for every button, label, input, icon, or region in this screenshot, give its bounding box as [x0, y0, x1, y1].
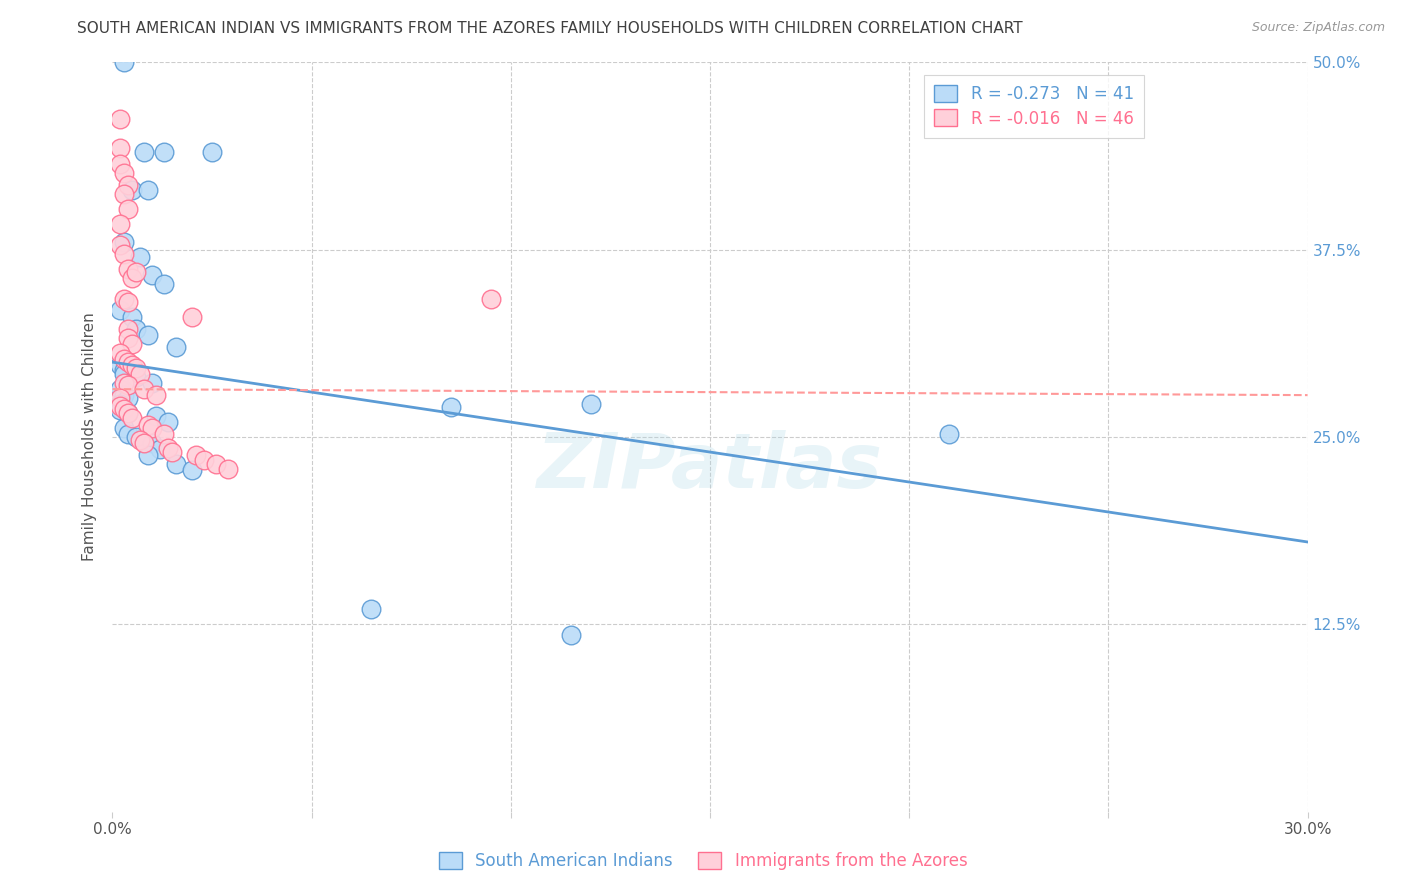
Point [141, 436, 163, 450]
Point [181, 463, 204, 477]
Point [141, 376, 163, 391]
Point [114, 187, 135, 202]
Point [117, 406, 139, 420]
Point [560, 628, 582, 642]
Point [114, 247, 135, 261]
Point [110, 403, 132, 417]
Point [579, 397, 602, 411]
Point [114, 388, 135, 402]
Point [165, 340, 187, 354]
Legend: R = -0.273   N = 41, R = -0.016   N = 46: R = -0.273 N = 41, R = -0.016 N = 46 [924, 75, 1144, 137]
Point [134, 382, 156, 396]
Point [117, 322, 139, 336]
Text: ZIPatlas: ZIPatlas [537, 430, 883, 504]
Point [141, 421, 163, 435]
Y-axis label: Family Households with Children: Family Households with Children [82, 313, 97, 561]
Point [134, 436, 156, 450]
Legend: South American Indians, Immigrants from the Azores: South American Indians, Immigrants from … [432, 845, 974, 877]
Text: Source: ZipAtlas.com: Source: ZipAtlas.com [1251, 21, 1385, 34]
Point [110, 346, 132, 360]
Point [117, 202, 139, 217]
Point [129, 433, 152, 447]
Point [121, 410, 143, 425]
Point [129, 367, 152, 381]
Point [121, 337, 143, 351]
Point [110, 399, 132, 413]
Point [165, 457, 187, 471]
Point [114, 166, 135, 180]
Point [149, 442, 172, 456]
Point [440, 400, 463, 414]
Point [114, 362, 135, 376]
Point [121, 358, 143, 372]
Point [114, 367, 135, 381]
Point [117, 377, 139, 392]
Point [186, 448, 208, 462]
Point [110, 217, 132, 231]
Point [129, 250, 152, 264]
Point [153, 427, 176, 442]
Point [110, 141, 132, 155]
Point [110, 238, 132, 252]
Point [138, 448, 160, 462]
Point [121, 183, 143, 197]
Point [114, 421, 135, 435]
Point [145, 409, 167, 423]
Point [114, 292, 135, 306]
Point [117, 427, 139, 442]
Point [141, 268, 163, 283]
Point [125, 265, 148, 279]
Point [153, 145, 176, 160]
Point [117, 178, 139, 193]
Point [117, 262, 139, 277]
Point [110, 382, 132, 396]
Point [138, 183, 160, 197]
Point [114, 352, 135, 367]
Point [125, 430, 148, 444]
Point [479, 292, 502, 306]
Point [125, 361, 148, 376]
Point [193, 452, 215, 467]
Point [114, 376, 135, 391]
Point [114, 235, 135, 250]
Point [134, 145, 156, 160]
Point [153, 277, 176, 292]
Point [138, 328, 160, 343]
Point [117, 391, 139, 405]
Point [110, 358, 132, 372]
Point [125, 322, 148, 336]
Point [117, 406, 139, 420]
Point [110, 397, 132, 411]
Point [360, 602, 382, 616]
Point [114, 401, 135, 416]
Point [121, 310, 143, 325]
Point [125, 370, 148, 384]
Point [110, 391, 132, 405]
Point [217, 461, 239, 475]
Point [145, 388, 167, 402]
Text: SOUTH AMERICAN INDIAN VS IMMIGRANTS FROM THE AZORES FAMILY HOUSEHOLDS WITH CHILD: SOUTH AMERICAN INDIAN VS IMMIGRANTS FROM… [77, 21, 1024, 36]
Point [110, 157, 132, 171]
Point [157, 441, 180, 455]
Point [201, 145, 224, 160]
Point [181, 310, 204, 325]
Point [114, 55, 135, 70]
Point [110, 302, 132, 317]
Point [157, 415, 180, 429]
Point [205, 457, 228, 471]
Point [138, 418, 160, 433]
Point [117, 355, 139, 369]
Point [117, 295, 139, 310]
Point [121, 271, 143, 285]
Point [938, 427, 960, 442]
Point [110, 112, 132, 127]
Point [117, 331, 139, 345]
Point [162, 445, 183, 459]
